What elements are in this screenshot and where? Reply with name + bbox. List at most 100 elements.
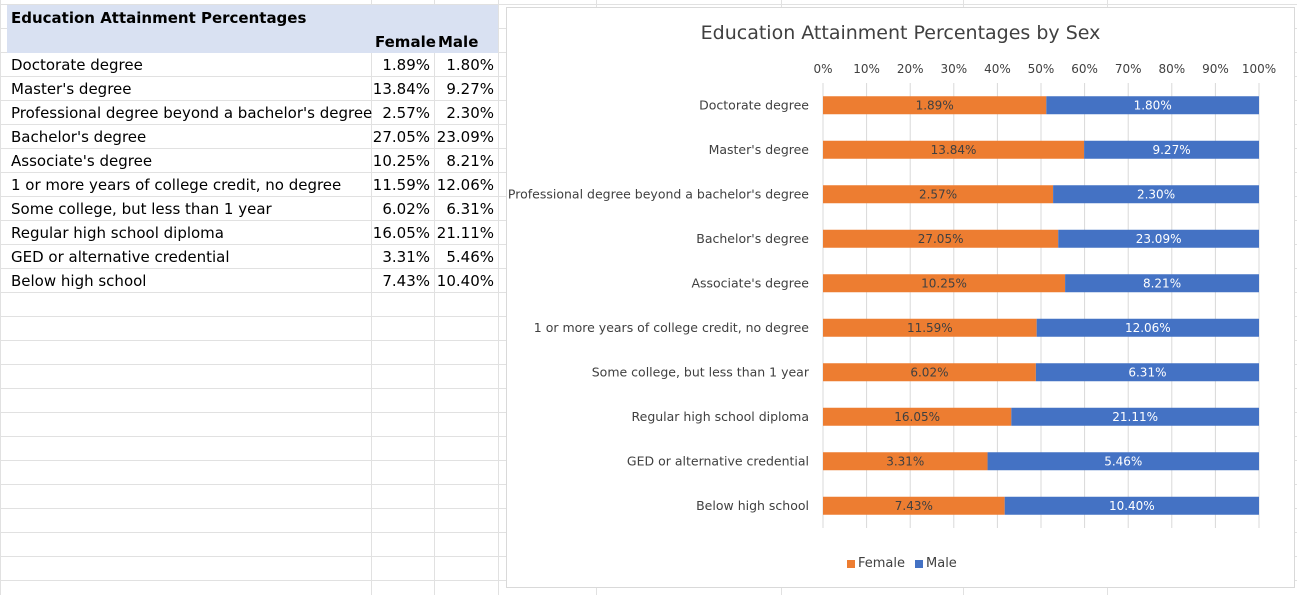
row-female-value[interactable]: 3.31%	[382, 248, 430, 266]
bar-female[interactable]	[823, 452, 988, 471]
table-title[interactable]: Education Attainment Percentages	[11, 9, 307, 27]
row-female-value[interactable]: 10.25%	[372, 152, 430, 170]
row-label[interactable]: 1 or more years of college credit, no de…	[11, 176, 342, 194]
table-row[interactable]: Some college, but less than 1 year 6.02% 6…	[0, 197, 498, 221]
row-label[interactable]: Master's degree	[11, 80, 132, 98]
category-label: GED or alternative credential	[627, 453, 809, 468]
legend-item-male: Male	[915, 556, 957, 571]
category-label: Regular high school diploma	[632, 409, 810, 424]
row-female-value[interactable]: 2.57%	[382, 104, 430, 122]
bar-male[interactable]	[1004, 496, 1259, 515]
category-label: Bachelor's degree	[696, 231, 809, 246]
table-row[interactable]: Regular high school diploma 16.05% 21.11%	[0, 221, 498, 245]
row-label[interactable]: Bachelor's degree	[11, 128, 147, 146]
x-tick-label: 80%	[1158, 62, 1185, 76]
category-label: Some college, but less than 1 year	[592, 364, 810, 379]
bar-male[interactable]	[1011, 407, 1259, 426]
row-female-value[interactable]: 27.05%	[372, 128, 430, 146]
row-label[interactable]: GED or alternative credential	[11, 248, 230, 266]
row-male-value[interactable]: 5.46%	[446, 248, 494, 266]
bar-male[interactable]	[1058, 229, 1259, 248]
bar-female[interactable]	[823, 407, 1012, 426]
data-label-male: 12.06%	[1125, 321, 1171, 335]
header-female[interactable]: Female	[375, 33, 436, 51]
row-male-value[interactable]: 9.27%	[446, 80, 494, 98]
bar-male[interactable]	[1084, 140, 1259, 159]
row-female-value[interactable]: 16.05%	[372, 224, 430, 242]
bar-male[interactable]	[1036, 318, 1259, 337]
x-tick-label: 0%	[813, 62, 832, 76]
header-male[interactable]: Male	[438, 33, 479, 51]
legend-swatch-female	[847, 559, 855, 568]
table-row[interactable]: Associate's degree 10.25% 8.21%	[0, 149, 498, 173]
table-row[interactable]: Professional degree beyond a bachelor's …	[0, 101, 498, 125]
x-tick-label: 20%	[897, 62, 924, 76]
table-row[interactable]: Bachelor's degree 27.05% 23.09%	[0, 125, 498, 149]
x-tick-label: 30%	[940, 62, 967, 76]
bar-male[interactable]	[987, 452, 1259, 471]
category-label: 1 or more years of college credit, no de…	[534, 320, 810, 335]
row-female-value[interactable]: 13.84%	[372, 80, 430, 98]
x-tick-label: 10%	[853, 62, 880, 76]
row-female-value[interactable]: 6.02%	[382, 200, 430, 218]
row-female-value[interactable]: 7.43%	[382, 272, 430, 290]
data-label-female: 1.89%	[916, 98, 954, 112]
row-label[interactable]: Professional degree beyond a bachelor's …	[11, 104, 373, 122]
stacked-bar-chart[interactable]: Education Attainment Percentages by Sex …	[506, 7, 1295, 588]
row-male-value[interactable]: 23.09%	[436, 128, 494, 146]
bar-male[interactable]	[1065, 274, 1259, 293]
row-label[interactable]: Doctorate degree	[11, 56, 143, 74]
x-tick-label: 70%	[1115, 62, 1142, 76]
row-label[interactable]: Associate's degree	[11, 152, 153, 170]
category-label: Below high school	[696, 498, 809, 513]
bar-male[interactable]	[1046, 96, 1259, 115]
data-label-female: 6.02%	[910, 365, 948, 379]
row-label[interactable]: Below high school	[11, 272, 147, 290]
bar-male[interactable]	[1053, 185, 1259, 204]
row-male-value[interactable]: 6.31%	[446, 200, 494, 218]
row-male-value[interactable]: 1.80%	[446, 56, 494, 74]
table-row[interactable]: GED or alternative credential 3.31% 5.46%	[0, 245, 498, 269]
data-label-male: 21.11%	[1112, 410, 1158, 424]
row-male-value[interactable]: 2.30%	[446, 104, 494, 122]
data-label-female: 27.05%	[918, 232, 964, 246]
x-tick-label: 60%	[1071, 62, 1098, 76]
row-male-value[interactable]: 8.21%	[446, 152, 494, 170]
bar-female[interactable]	[823, 496, 1005, 515]
row-label[interactable]: Regular high school diploma	[11, 224, 224, 242]
bar-female[interactable]	[823, 96, 1047, 115]
table-row[interactable]: Master's degree 13.84% 9.27%	[0, 77, 498, 101]
legend-swatch-male	[915, 559, 924, 568]
x-tick-label: 100%	[1242, 62, 1276, 76]
x-tick-label: 90%	[1202, 62, 1229, 76]
row-male-value[interactable]: 12.06%	[436, 176, 494, 194]
row-female-value[interactable]: 1.89%	[382, 56, 430, 74]
table-row[interactable]: Below high school 7.43% 10.40%	[0, 269, 498, 293]
row-male-value[interactable]: 10.40%	[436, 272, 494, 290]
bar-female[interactable]	[823, 185, 1054, 204]
row-female-value[interactable]: 11.59%	[372, 176, 430, 194]
data-label-female: 2.57%	[919, 187, 957, 201]
bar-female[interactable]	[823, 318, 1037, 337]
bar-female[interactable]	[823, 274, 1066, 293]
table-row[interactable]: 1 or more years of college credit, no de…	[0, 173, 498, 197]
data-label-male: 23.09%	[1136, 232, 1182, 246]
chart-title: Education Attainment Percentages by Sex	[700, 22, 1101, 44]
data-label-male: 2.30%	[1137, 187, 1175, 201]
row-label[interactable]: Some college, but less than 1 year	[11, 200, 272, 218]
category-label: Master's degree	[709, 142, 810, 157]
table-row[interactable]: Doctorate degree 1.89% 1.80%	[0, 53, 498, 77]
bar-female[interactable]	[823, 140, 1085, 159]
bar-female[interactable]	[823, 229, 1059, 248]
bar-male[interactable]	[1035, 363, 1259, 382]
category-label: Professional degree beyond a bachelor's …	[508, 186, 809, 201]
bar-female[interactable]	[823, 363, 1036, 382]
column-divider	[434, 0, 435, 595]
data-label-male: 8.21%	[1143, 276, 1181, 290]
data-label-male: 1.80%	[1134, 98, 1172, 112]
row-male-value[interactable]: 21.11%	[436, 224, 494, 242]
data-label-female: 3.31%	[886, 454, 924, 468]
data-label-male: 10.40%	[1109, 499, 1155, 513]
legend-label-male: Male	[926, 556, 957, 571]
category-label: Associate's degree	[691, 275, 809, 290]
